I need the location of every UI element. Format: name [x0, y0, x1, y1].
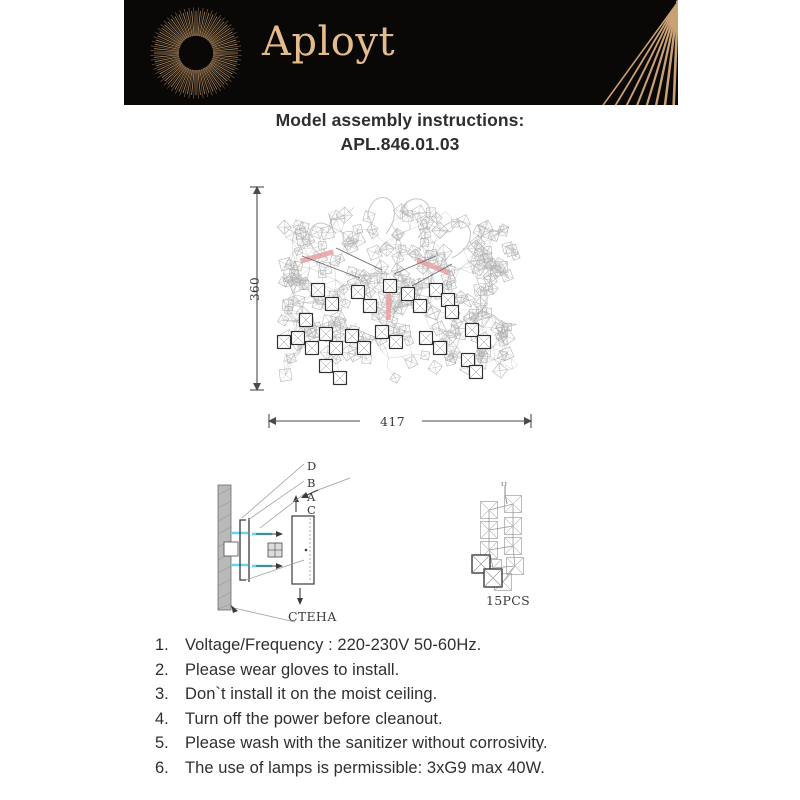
spare-part-drawing — [471, 482, 524, 591]
instruction-item-1: 1. Voltage/Frequency : 220-230V 50-60Hz. — [155, 636, 755, 661]
wall-slab — [217, 484, 239, 611]
sunburst-logo-icon — [150, 7, 242, 99]
instruction-number: 6. — [155, 758, 169, 777]
instruction-item-3: 3. Don`t install it on the moist ceiling… — [155, 685, 755, 710]
leader-lines — [233, 463, 351, 623]
instruction-item-4: 4. Turn off the power before cleanout. — [155, 710, 755, 735]
base-plate-icon — [267, 542, 283, 558]
instruction-number: 1. — [155, 636, 169, 654]
brand-wordmark: Aployt — [262, 19, 396, 65]
title-line-primary: Model assembly instructions: — [275, 110, 525, 130]
instruction-text: Don`t install it on the moist ceiling. — [185, 685, 438, 703]
width-dimension-label: 417 — [380, 414, 406, 429]
parts-count-label: 15PCS — [486, 593, 530, 608]
instruction-number: 3. — [155, 685, 169, 703]
instruction-text: Voltage/Frequency : 220-230V 50-60Hz. — [185, 636, 482, 654]
instruction-list: 1. Voltage/Frequency : 220-230V 50-60Hz.… — [155, 636, 755, 783]
instruction-item-5: 5. Please wash with the sanitizer withou… — [155, 734, 755, 759]
height-dimension-line — [250, 186, 264, 391]
instruction-text: The use of lamps is permissible: 3xG9 ma… — [185, 758, 545, 777]
mount-label-a: A — [307, 490, 316, 504]
mount-label-b: B — [307, 476, 316, 490]
instruction-number: 4. — [155, 709, 169, 728]
instruction-item-2: 2. Please wear gloves to install. — [155, 661, 755, 686]
height-dimension-label: 360 — [248, 276, 263, 302]
title-line-model-code: APL.846.01.03 — [340, 134, 460, 154]
wall-label: СТЕНА — [288, 609, 337, 624]
fastener-marks — [293, 489, 319, 605]
crystal-cluster-art — [276, 197, 521, 386]
instruction-text: Turn off the power before cleanout. — [185, 709, 443, 728]
mounting-bracket — [239, 518, 250, 582]
direction-arrows — [256, 531, 283, 569]
instruction-number: 2. — [155, 660, 169, 679]
mount-label-d: D — [307, 459, 317, 473]
instruction-number: 5. — [155, 734, 169, 752]
wall-mount-diagram — [217, 463, 351, 623]
mount-label-c: C — [307, 503, 316, 517]
page-title: Model assembly instructions: APL.846.01.… — [0, 108, 800, 156]
instruction-item-6: 6. The use of lamps is permissible: 3xG9… — [155, 759, 755, 784]
instruction-text: Please wash with the sanitizer without c… — [185, 734, 548, 752]
main-product-drawing — [250, 186, 532, 430]
lamp-body-side-view — [291, 515, 315, 585]
instruction-text: Please wear gloves to install. — [185, 660, 400, 679]
sunburst-rays-decoration — [602, 0, 678, 105]
brand-header-banner: Aployt — [124, 0, 678, 105]
